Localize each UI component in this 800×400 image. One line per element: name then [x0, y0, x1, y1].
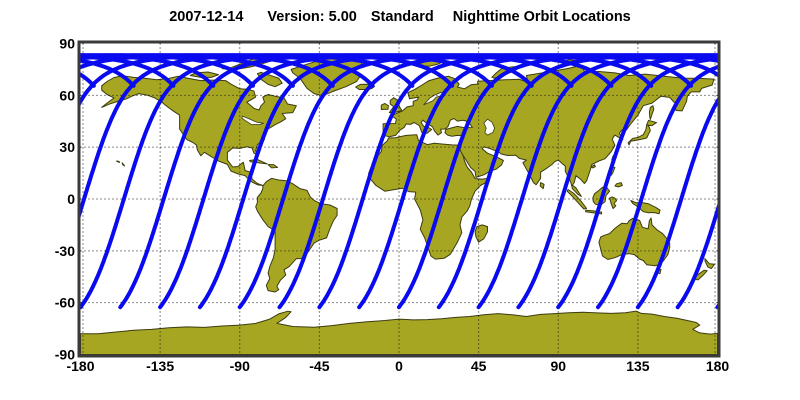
landmass-hawaii-big-island [121, 162, 126, 167]
x-tick-label--45: -45 [309, 358, 329, 374]
y-tick-label-30: 30 [59, 139, 75, 155]
y-tick-label-0: 0 [67, 191, 75, 207]
landmass-australia [598, 217, 671, 267]
orbit-track-1 [675, 203, 718, 310]
orbit-track-8 [317, 53, 693, 310]
orbit-track-14 [556, 56, 718, 310]
landmass-sakhalin [648, 105, 655, 120]
y-tick-label--30: -30 [55, 243, 75, 259]
landmass-south-america [255, 177, 338, 293]
x-tick-label-180: 180 [706, 358, 730, 374]
orbit-track-7 [0, 55, 14, 307]
y-tick-label-60: 60 [59, 87, 75, 103]
orbit-track-16 [80, 53, 375, 106]
y-tick-label--60: -60 [55, 295, 75, 311]
landmass-sri-lanka [539, 182, 545, 190]
lake-caspian-sea [483, 118, 495, 136]
landmass-new-zealand-north [704, 258, 715, 270]
orbit-track-5 [197, 53, 574, 310]
y-tick-label--90: -90 [55, 347, 75, 363]
orbit-track-8 [0, 55, 54, 307]
x-tick-label-45: 45 [471, 358, 487, 374]
orbit-tracks-layer [0, 53, 800, 310]
landmass-africa [368, 134, 490, 260]
orbit-track-15 [80, 53, 335, 88]
landmass-mindanao [614, 182, 623, 188]
y-tick-label-90: 90 [59, 36, 75, 52]
title-date: 2007-12-14 [169, 9, 244, 25]
x-tick-label--135: -135 [146, 358, 174, 374]
orbit-track-11 [436, 53, 718, 310]
landmass-hispaniola [267, 164, 279, 169]
plot-title: 2007-12-14 Version: 5.00 Standard Nightt… [0, 9, 800, 25]
landmass-sulawesi [609, 196, 618, 209]
plot-frame [77, 40, 721, 358]
landmass-hainan [590, 164, 596, 169]
orbit-track-9 [357, 53, 718, 310]
x-tick-label--90: -90 [230, 358, 250, 374]
orbit-track-12 [476, 53, 718, 310]
orbit-track-6 [237, 53, 614, 310]
title-name: Nighttime Orbit Locations [452, 9, 631, 25]
orbit-track-2 [715, 303, 718, 310]
x-tick-label--180: -180 [66, 358, 94, 374]
orbit-track-10 [397, 53, 718, 310]
title-version: Version: 5.00 [267, 9, 357, 25]
x-tick-label-0: 0 [395, 358, 403, 374]
x-tick-label-90: 90 [550, 358, 566, 374]
landmass-japan [627, 119, 657, 146]
x-tick-label-135: 135 [626, 358, 650, 374]
orbit-track-16 [635, 97, 718, 310]
orbit-track-7 [277, 53, 654, 310]
orbit-track-13 [516, 53, 718, 310]
landmass-ireland [380, 103, 389, 110]
landmass-hawaii [116, 160, 121, 163]
lake-baltic-sea [423, 91, 445, 106]
continents-layer [80, 54, 718, 355]
orbit-track-3 [757, 55, 800, 307]
landmass-madagascar [474, 224, 488, 243]
orbit-track-15 [596, 64, 718, 310]
title-product: Standard [370, 9, 434, 25]
lake-great-lakes [241, 115, 264, 126]
